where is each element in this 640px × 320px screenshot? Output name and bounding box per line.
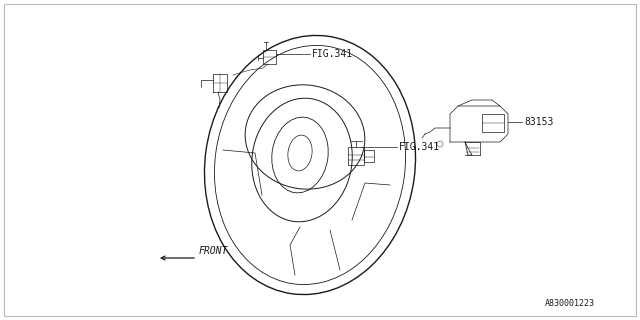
Text: FIG.341: FIG.341: [399, 142, 440, 152]
Bar: [348, 147, 364, 165]
Text: 83153: 83153: [524, 117, 554, 127]
Text: FIG.341: FIG.341: [312, 49, 353, 59]
Bar: [482, 114, 504, 132]
Bar: [364, 150, 374, 162]
Text: FRONT: FRONT: [199, 246, 228, 256]
Text: A830001223: A830001223: [545, 299, 595, 308]
